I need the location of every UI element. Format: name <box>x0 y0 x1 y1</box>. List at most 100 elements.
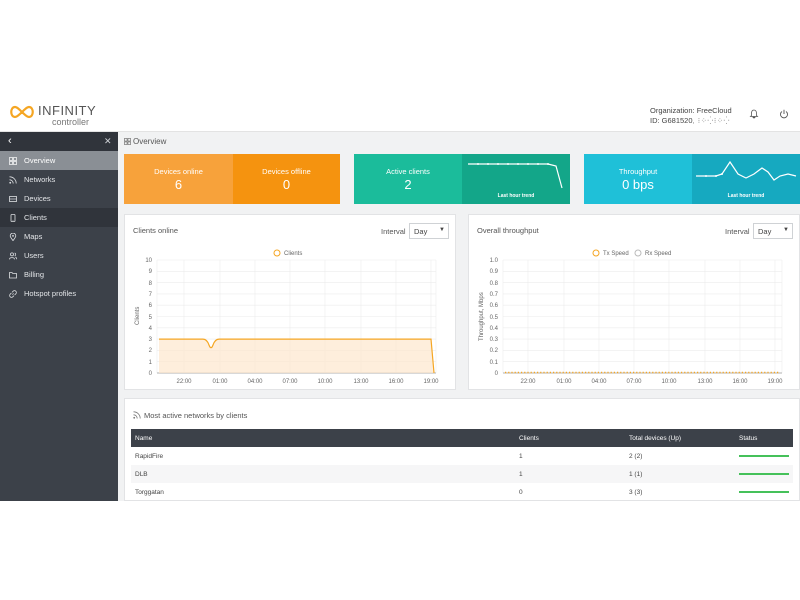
infinity-logo-icon <box>10 105 34 119</box>
bell-icon[interactable] <box>749 109 759 119</box>
tile-devices-offline[interactable]: Devices offline 0 <box>233 154 340 204</box>
legend-tx-speed[interactable]: Tx Speed <box>603 251 629 257</box>
cell-name: RapidFire <box>135 453 164 460</box>
y-tick: 4 <box>149 326 153 332</box>
y-tick: 0.9 <box>490 269 499 275</box>
sidebar-item-overview[interactable]: Overview <box>0 151 118 170</box>
sidebar-item-label: Networks <box>24 175 56 184</box>
legend-rx-speed[interactable]: Rx Speed <box>645 251 671 257</box>
y-tick: 0.1 <box>490 360 499 366</box>
column-header-total-devices[interactable]: Total devices (Up) <box>629 435 682 442</box>
status-bar <box>739 473 789 475</box>
table-row[interactable]: RapidFire 1 2 (2) <box>131 447 793 465</box>
sidebar-item-clients[interactable]: Clients <box>0 208 118 227</box>
interval-label: Interval <box>725 227 750 236</box>
column-header-clients[interactable]: Clients <box>519 435 539 442</box>
tile-value: 6 <box>174 177 183 192</box>
table-title: Most active networks by clients <box>133 411 247 420</box>
table-row[interactable]: Torggatan 0 3 (3) <box>131 483 793 501</box>
x-tick: 22:00 <box>176 379 192 385</box>
clients-line[interactable] <box>159 338 435 374</box>
y-tick: 1.0 <box>490 258 499 264</box>
interval-select[interactable]: Day ▼ <box>409 223 449 239</box>
y-tick: 10 <box>145 258 152 264</box>
legend-rx-marker <box>634 249 642 257</box>
x-tick: 16:00 <box>388 379 404 385</box>
cell-clients: 0 <box>519 489 523 496</box>
sidebar: ‹ ✕ Overview Networks Devices Clients Ma… <box>0 132 118 501</box>
y-tick: 9 <box>149 269 153 275</box>
interval-select[interactable]: Day ▼ <box>753 223 793 239</box>
most-active-networks-card: Most active networks by clients Name Cli… <box>124 398 800 501</box>
status-bar <box>739 455 789 457</box>
active-clients-trend-sparkline <box>468 163 563 189</box>
overall-throughput-card: Overall throughput Interval Day ▼ Tx Spee… <box>468 214 800 390</box>
y-tick: 0.6 <box>490 303 499 309</box>
x-tick: 19:00 <box>767 379 783 385</box>
organization-name: Organization: FreeCloud <box>650 106 732 115</box>
y-tick: 3 <box>149 337 153 343</box>
sidebar-item-label: Devices <box>24 194 51 203</box>
x-tick: 22:00 <box>520 379 536 385</box>
legend-clients-marker <box>273 249 281 257</box>
tile-label: Active clients <box>386 167 430 176</box>
sidebar-item-networks[interactable]: Networks <box>0 170 118 189</box>
sidebar-item-devices[interactable]: Devices <box>0 189 118 208</box>
tile-label: Devices offline <box>262 167 311 176</box>
sidebar-item-label: Overview <box>24 156 56 165</box>
cell-name: DLB <box>135 471 148 478</box>
rss-icon <box>9 176 17 184</box>
card-title: Clients online <box>133 226 179 235</box>
organization-info: Organization: FreeCloud ID: G681520, ⁝⁘⁛… <box>650 106 732 126</box>
tile-throughput[interactable]: Throughput 0 bps <box>584 154 692 204</box>
power-icon[interactable] <box>779 109 789 119</box>
x-tick: 10:00 <box>661 379 677 385</box>
cell-name: Torggatan <box>135 489 164 496</box>
x-tick: 07:00 <box>626 379 642 385</box>
y-axis-label: Throughput, Mbps <box>479 292 485 341</box>
x-tick: 07:00 <box>282 379 298 385</box>
sidebar-item-maps[interactable]: Maps <box>0 227 118 246</box>
sidebar-toolbar: ‹ ✕ <box>0 132 118 151</box>
sidebar-item-users[interactable]: Users <box>0 246 118 265</box>
table-row[interactable]: DLB 1 1 (1) <box>131 465 793 483</box>
y-tick: 0 <box>495 371 499 377</box>
sidebar-item-hotspot-profiles[interactable]: Hotspot profiles <box>0 284 118 303</box>
interval-select-value: Day <box>414 227 428 236</box>
legend-tx-marker <box>592 249 600 257</box>
sidebar-item-label: Maps <box>24 232 43 241</box>
overall-throughput-chart: Tx Speed Rx Speed 0 0.1 0.2 0.3 0.4 0.5 … <box>479 249 783 385</box>
rss-icon <box>133 411 141 419</box>
map-pin-icon <box>9 233 17 241</box>
x-tick: 04:00 <box>247 379 263 385</box>
main-content: Overview Devices online 6 Devices offlin… <box>118 132 800 501</box>
cell-clients: 1 <box>519 471 523 478</box>
tile-label: Throughput <box>618 167 658 176</box>
y-tick: 6 <box>149 303 153 309</box>
tile-value: 0 bps <box>622 177 654 192</box>
throughput-trend: Last hour trend <box>692 154 800 204</box>
legend-clients[interactable]: Clients <box>284 251 302 257</box>
cell-devices: 2 (2) <box>629 453 643 460</box>
page-title-text: Overview <box>133 137 167 146</box>
column-header-status[interactable]: Status <box>739 435 758 442</box>
tile-devices-online[interactable]: Devices online 6 <box>124 154 233 204</box>
organization-id: ID: G681520 <box>650 116 693 125</box>
sidebar-item-billing[interactable]: Billing <box>0 265 118 284</box>
y-tick: 1 <box>149 360 153 366</box>
back-chevron-icon[interactable]: ‹ <box>8 135 12 147</box>
trend-label: Last hour trend <box>497 193 535 199</box>
pin-icon[interactable]: ✕ <box>104 136 112 146</box>
sidebar-item-label: Hotspot profiles <box>24 289 77 298</box>
y-tick: 0.5 <box>490 315 499 321</box>
x-tick: 16:00 <box>732 379 748 385</box>
logo[interactable]: INFINITY controller <box>8 102 128 128</box>
cell-clients: 1 <box>519 453 523 460</box>
y-axis-label: Clients <box>135 307 141 325</box>
cell-devices: 1 (1) <box>629 471 643 478</box>
column-header-name[interactable]: Name <box>135 435 153 442</box>
tile-active-clients[interactable]: Active clients 2 <box>354 154 462 204</box>
y-tick: 0.4 <box>490 326 499 332</box>
table-header: Name Clients Total devices (Up) Status <box>131 429 793 447</box>
y-tick: 0.2 <box>490 348 499 354</box>
